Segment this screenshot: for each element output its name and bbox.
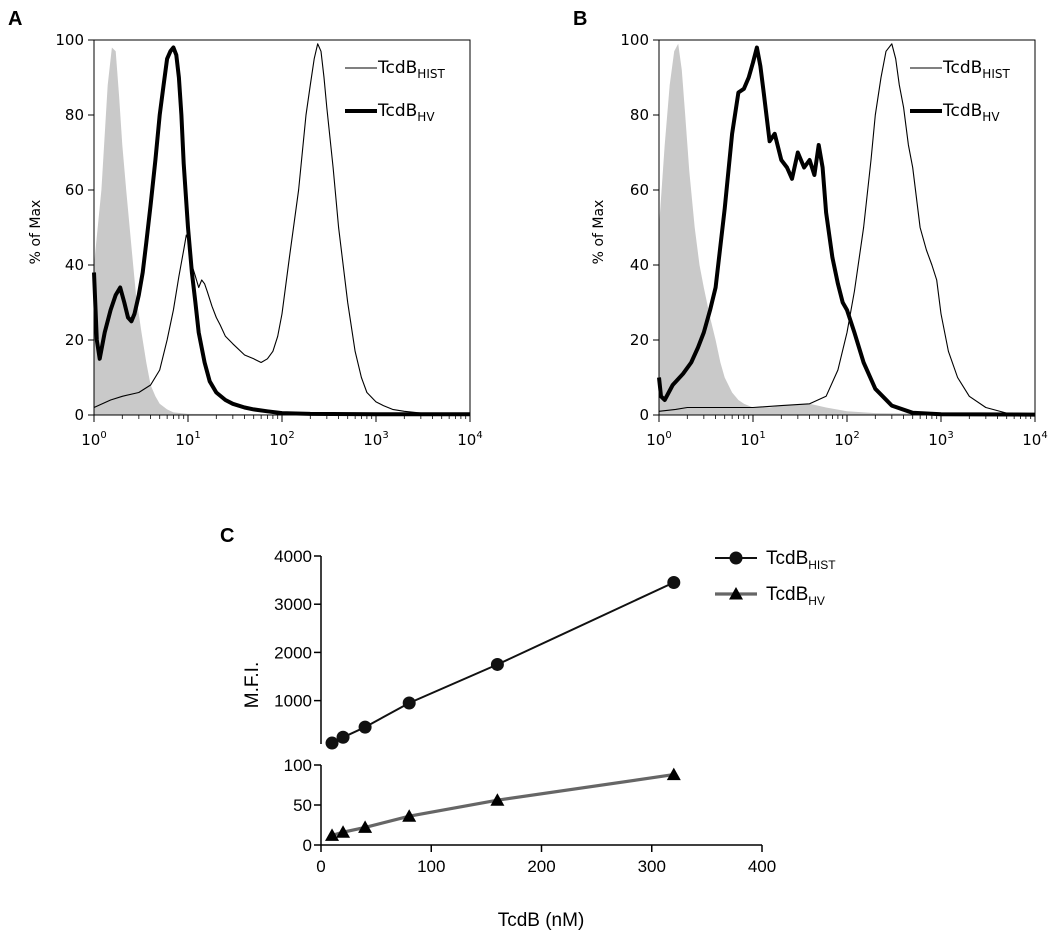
legend-label-hv: TcdBHV [766, 584, 825, 608]
y-tick-label: 3000 [274, 595, 312, 614]
panel-b-letter: B [573, 8, 587, 30]
tcdb-hist-point [402, 696, 416, 710]
panel-a-letter: A [8, 8, 22, 30]
tcdb-hv-histogram-line [657, 45, 1036, 417]
x-tick-label: 102 [834, 430, 859, 449]
y-tick-label: 60 [65, 181, 84, 199]
tcdb-hv-histogram-line [92, 45, 470, 417]
tcdb-hv-point [666, 767, 681, 781]
panel-c-xlabel: TcdB (nM) [498, 910, 585, 931]
y-tick-label: 0 [303, 836, 312, 855]
legend-label-hv: TcdBHV [377, 101, 435, 124]
control-histogram-fill [94, 47, 470, 415]
y-tick-label: 1000 [274, 692, 312, 711]
legend-label-hist: TcdBHIST [942, 58, 1010, 81]
y-tick-label: 80 [65, 106, 84, 124]
legend-label-hist: TcdBHIST [377, 58, 445, 81]
y-tick-label: 2000 [274, 643, 312, 662]
tcdb-hv-point [325, 828, 340, 841]
x-tick-label: 400 [748, 857, 776, 876]
panel-c-plot: 0 50 100 1000 2000 3000 4000 0 100 200 300 400 TcdBH… [274, 547, 836, 876]
y-tick-label: 100 [284, 756, 312, 775]
tcdb-hist-point [667, 576, 681, 590]
x-tick-label: 101 [175, 430, 200, 449]
panel-a-ylabel: % of Max [28, 200, 44, 265]
tcdb-hist-histogram-line [658, 43, 1036, 416]
panel-a: A 0 20 40 60 80 100 100 101 102 103 104 TcdBHIST Tcd… [8, 8, 483, 449]
x-tick-label: 103 [928, 430, 953, 449]
tcdb-hv-point [490, 793, 505, 806]
tcdb-hist-point [490, 657, 504, 671]
y-tick-label: 80 [630, 106, 649, 124]
x-tick-label: 300 [638, 857, 666, 876]
y-tick-label: 0 [74, 406, 84, 424]
x-tick-label: 104 [457, 430, 482, 449]
x-tick-label: 100 [646, 430, 671, 449]
legend-label-hist: TcdBHIST [766, 548, 836, 572]
panel-c: C 0 50 100 1000 2000 3000 4000 0 100 200 300 400 Tcd… [220, 525, 836, 931]
panel-c-letter: C [220, 525, 234, 547]
x-tick-label: 102 [269, 430, 294, 449]
panel-b-ylabel: % of Max [591, 200, 607, 265]
y-tick-label: 20 [630, 331, 649, 349]
panel-b-plot: 0 20 40 60 80 100 100 101 102 103 104 TcdBHIST TcdBH… [620, 31, 1047, 449]
legend-marker-hv [729, 587, 743, 600]
y-tick-label: 0 [639, 406, 649, 424]
y-tick-label: 60 [630, 181, 649, 199]
tcdb-hist-point [325, 736, 339, 750]
x-tick-label: 103 [363, 430, 388, 449]
tcdb-hv-point [336, 825, 351, 838]
panel-b: B 0 20 40 60 80 100 100 101 102 103 104 TcdBHIST Tcd… [573, 8, 1048, 449]
y-tick-label: 100 [55, 31, 84, 49]
tcdb-hist-point [358, 720, 372, 734]
tcdb-hv-point [402, 809, 417, 822]
legend-marker-hist [729, 551, 743, 565]
x-tick-label: 0 [316, 857, 325, 876]
y-tick-label: 100 [620, 31, 649, 49]
x-tick-label: 200 [527, 857, 555, 876]
x-tick-label: 100 [81, 430, 106, 449]
legend-label-hv: TcdBHV [942, 101, 1000, 124]
plot-frame [93, 39, 471, 416]
panel-c-ylabel: M.F.I. [242, 662, 263, 708]
y-tick-label: 40 [65, 256, 84, 274]
tcdb-hv-point [358, 820, 373, 833]
control-histogram-fill [659, 43, 1035, 416]
x-tick-label: 101 [740, 430, 765, 449]
y-tick-label: 50 [293, 796, 312, 815]
y-tick-label: 40 [630, 256, 649, 274]
y-tick-label: 4000 [274, 547, 312, 566]
tcdb-hist-point [336, 730, 350, 744]
panel-a-plot: 0 20 40 60 80 100 100 101 102 103 104 TcdBHIST TcdBH… [55, 31, 482, 449]
y-tick-label: 20 [65, 331, 84, 349]
x-tick-label: 104 [1022, 430, 1047, 449]
tcdb-hist-histogram-line [93, 43, 471, 416]
x-tick-label: 100 [417, 857, 445, 876]
